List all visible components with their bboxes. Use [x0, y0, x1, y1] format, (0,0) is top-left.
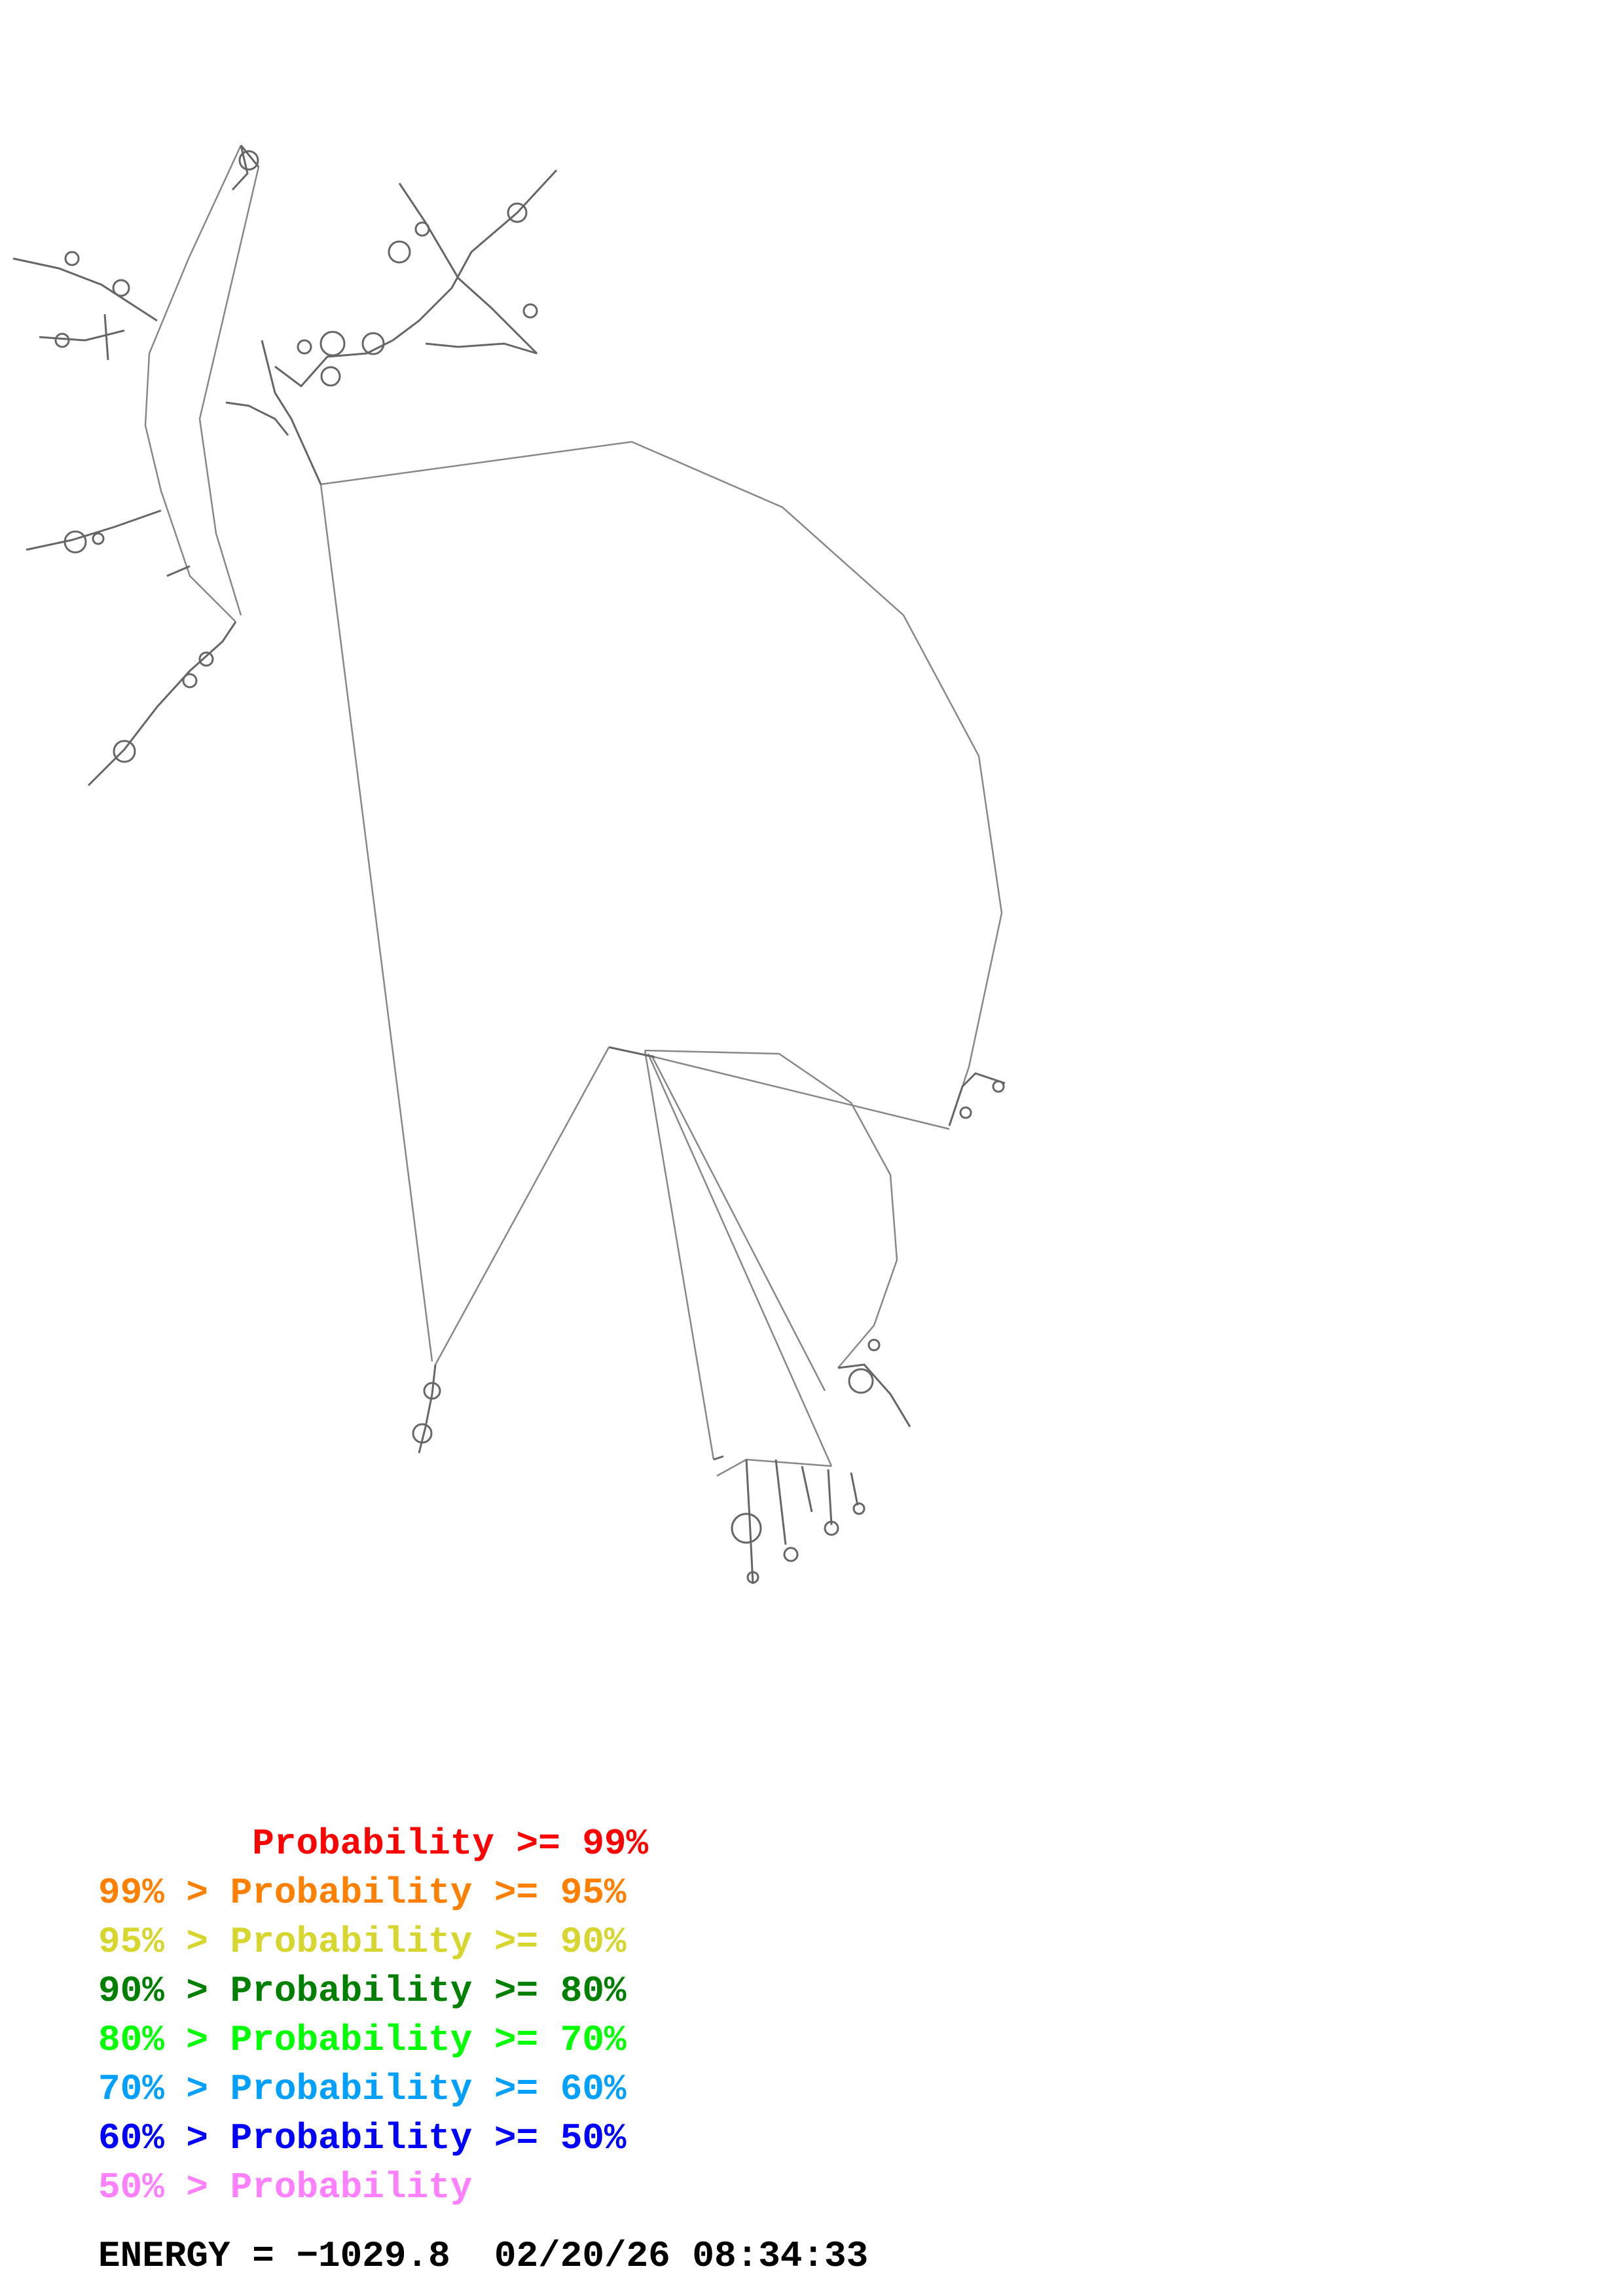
loop-bc-4: [852, 1502, 866, 1515]
loop-ul-3: [54, 332, 70, 348]
helix-left-small: [166, 565, 191, 577]
backbone-right-link: [654, 1056, 950, 1130]
backbone-lower-right-arc: [644, 1049, 898, 1369]
backbone-down-1: [644, 1050, 715, 1460]
loop-top: [238, 150, 259, 171]
helix-upper-right: [366, 169, 558, 355]
backbone-down-2: [647, 1053, 833, 1467]
legend-row: 60% > Probability >= 50%: [98, 2117, 627, 2159]
loop-bc-2: [783, 1547, 799, 1562]
loop-cs-2: [297, 339, 312, 355]
legend-row: 80% > Probability >= 70%: [98, 2019, 627, 2061]
loop-cs-1: [319, 331, 346, 357]
helix-hub: [608, 1046, 655, 1058]
loop-cs-4: [361, 332, 385, 355]
rna-structure-diagram: [12, 145, 1006, 1585]
helix-lower-left-arm: [87, 621, 237, 787]
loop-bl-1: [423, 1382, 441, 1400]
backbone-long-left: [319, 484, 433, 1362]
loop-uc-4: [522, 303, 538, 319]
loop-la-1: [64, 530, 87, 554]
energy-label: ENERGY =: [98, 2235, 297, 2277]
loop-ul-1: [64, 251, 80, 266]
helix-upper-left: [12, 257, 158, 361]
helix-central-left: [225, 401, 289, 436]
loop-bl-2: [412, 1423, 433, 1444]
helix-bottom-cluster: [745, 1459, 859, 1585]
helix-central-stem: [261, 340, 367, 485]
loop-br-1: [848, 1368, 874, 1394]
legend-row: Probability >= 99%: [98, 1823, 649, 1865]
spacer: [450, 2235, 494, 2277]
helix-bottom-left: [418, 1364, 437, 1454]
timestamp: 02/20/26 08:34:33: [494, 2235, 869, 2277]
probability-legend: Probability >= 99% 99% > Probability >= …: [98, 1820, 648, 2212]
legend-row: 50% > Probability: [98, 2166, 473, 2208]
loop-uc-3: [507, 202, 528, 223]
backbone-lower-left: [434, 1047, 610, 1365]
loop-r-2: [959, 1106, 972, 1119]
energy-value: −1029.8: [296, 2235, 450, 2277]
legend-row: 95% > Probability >= 90%: [98, 1921, 627, 1963]
legend-row: 70% > Probability >= 60%: [98, 2068, 627, 2110]
loop-bc-1: [731, 1513, 762, 1544]
loop-lla-3: [198, 651, 214, 667]
helix-upper-center: [398, 183, 538, 355]
loop-bc-5: [746, 1571, 759, 1584]
energy-footer: ENERGY = −1029.8 02/20/26 08:34:33: [98, 2235, 868, 2277]
loop-ul-2: [112, 279, 130, 297]
backbone-large-arc: [320, 440, 1003, 1126]
loop-lla-2: [182, 673, 198, 689]
loop-r-1: [992, 1080, 1005, 1093]
helix-bottom-hook: [713, 1455, 724, 1461]
backbone-inner-arc: [198, 166, 260, 616]
loop-uc-1: [388, 240, 411, 264]
loop-lla-1: [113, 740, 136, 763]
helix-top: [231, 145, 260, 191]
helix-right: [948, 1072, 1006, 1126]
loop-br-2: [867, 1338, 881, 1352]
loop-bc-3: [824, 1520, 839, 1536]
legend-row: 99% > Probability >= 95%: [98, 1872, 627, 1914]
backbone-bottom-cluster: [716, 1458, 832, 1477]
helix-left-arm: [26, 509, 162, 551]
backbone-left-arc: [144, 145, 242, 622]
backbone-lines: [144, 145, 1003, 1477]
backbone-down-3: [650, 1054, 826, 1391]
helix-bottom-right: [837, 1363, 911, 1427]
legend-row: 90% > Probability >= 80%: [98, 1970, 627, 2012]
loop-cs-3: [320, 366, 341, 387]
helix-clusters: [12, 145, 1006, 1585]
loop-la-2: [92, 532, 105, 545]
loop-uc-2: [414, 221, 430, 237]
